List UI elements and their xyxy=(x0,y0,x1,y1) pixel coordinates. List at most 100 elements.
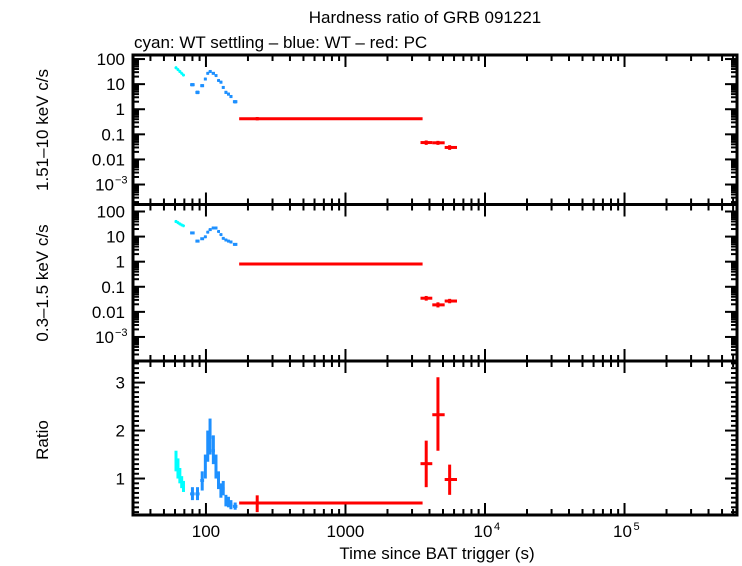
y-tick-label: 0.1 xyxy=(101,125,125,144)
data-point xyxy=(221,85,225,89)
y-tick-label: 2 xyxy=(116,422,125,441)
data-point xyxy=(178,69,182,73)
series-wt xyxy=(190,226,238,246)
panel-frame xyxy=(131,203,739,363)
data-point xyxy=(229,94,233,99)
chart-title: Hardness ratio of GRB 091221 xyxy=(309,8,541,27)
data-point xyxy=(211,71,215,75)
data-point xyxy=(203,77,207,81)
data-point xyxy=(226,239,230,243)
data-point xyxy=(224,238,228,242)
data-point xyxy=(200,84,205,88)
data-point xyxy=(216,471,220,490)
data-point xyxy=(232,242,238,246)
data-point xyxy=(195,487,200,501)
data-point xyxy=(200,237,205,241)
data-point xyxy=(181,480,185,492)
data-point xyxy=(203,235,207,239)
data-point xyxy=(208,69,212,73)
data-point xyxy=(216,229,220,233)
y-tick-label: 0.1 xyxy=(101,278,125,297)
data-point xyxy=(219,233,223,237)
data-point xyxy=(239,262,423,266)
y-tick-label: 10 xyxy=(95,176,114,195)
data-point xyxy=(420,440,433,488)
series-wt xyxy=(190,69,238,104)
data-point xyxy=(221,480,225,496)
data-point xyxy=(216,78,220,82)
data-point xyxy=(200,471,205,491)
data-point xyxy=(224,90,228,94)
data-point xyxy=(444,464,458,495)
data-point xyxy=(420,140,433,145)
data-point xyxy=(221,236,225,240)
data-point xyxy=(420,295,433,301)
data-point xyxy=(219,80,223,84)
y-tick-base: 10 xyxy=(95,176,114,195)
data-point xyxy=(444,298,458,304)
data-point xyxy=(229,500,233,510)
panel-frame xyxy=(131,359,739,517)
data-point xyxy=(226,496,230,508)
series-wt-settling xyxy=(174,66,185,77)
data-point xyxy=(211,226,215,230)
y-tick-label: 1 xyxy=(116,100,125,119)
data-point xyxy=(176,68,180,72)
data-point xyxy=(229,240,233,244)
data-point xyxy=(206,71,210,75)
x-tick-label: 1000 xyxy=(327,522,365,541)
hard-band-ylabel: 1.51–10 keV c/s xyxy=(33,69,52,191)
ratio-ylabel: Ratio xyxy=(33,420,52,460)
chart-subtitle: cyan: WT settling – blue: WT – red: PC xyxy=(134,33,427,52)
data-point xyxy=(239,117,423,121)
panel-frame xyxy=(131,53,739,206)
series-wt xyxy=(190,418,238,510)
data-point xyxy=(214,226,218,230)
data-point xyxy=(190,231,195,235)
x-tick-exponent: 4 xyxy=(494,521,500,533)
data-point xyxy=(224,494,228,507)
data-point xyxy=(206,230,210,234)
series-wt-settling xyxy=(174,450,185,492)
data-point xyxy=(444,145,458,150)
data-point xyxy=(195,239,200,243)
y-tick-label: 1 xyxy=(116,253,125,272)
series-pc xyxy=(239,262,458,308)
data-point xyxy=(180,71,184,75)
data-point xyxy=(178,222,182,226)
series-wt-settling xyxy=(174,219,185,228)
data-point xyxy=(211,435,215,465)
x-tick-label: 10 xyxy=(613,522,632,541)
y-tick-label: 0.01 xyxy=(92,150,125,169)
data-point xyxy=(190,487,195,501)
data-point xyxy=(174,219,178,223)
y-tick-label: 10 xyxy=(106,75,125,94)
data-point xyxy=(232,502,238,510)
data-point xyxy=(181,224,185,228)
x-axis-label: Time since BAT trigger (s) xyxy=(339,544,534,563)
soft-band-ylabel: 0.3–1.5 keV c/s xyxy=(33,224,52,341)
y-tick-exponent: −3 xyxy=(115,175,128,187)
data-point xyxy=(208,418,212,455)
data-point xyxy=(208,228,212,232)
data-point xyxy=(432,140,445,145)
y-tick-label: 3 xyxy=(116,374,125,393)
data-point xyxy=(206,430,210,462)
ratio-panel: Ratio 1 2 3 xyxy=(33,359,739,517)
data-point xyxy=(181,73,185,77)
y-tick-label: 100 xyxy=(97,50,125,69)
x-tick-label: 100 xyxy=(192,522,220,541)
data-point xyxy=(232,100,238,104)
data-point xyxy=(214,454,218,479)
series-pc xyxy=(239,117,458,150)
x-tick-exponent: 5 xyxy=(634,521,640,533)
data-point xyxy=(190,83,195,87)
y-tick-label: 10 xyxy=(95,328,114,347)
y-tick-label: 0.01 xyxy=(92,303,125,322)
data-point xyxy=(226,92,230,96)
data-point xyxy=(176,221,180,225)
data-point xyxy=(239,495,423,513)
